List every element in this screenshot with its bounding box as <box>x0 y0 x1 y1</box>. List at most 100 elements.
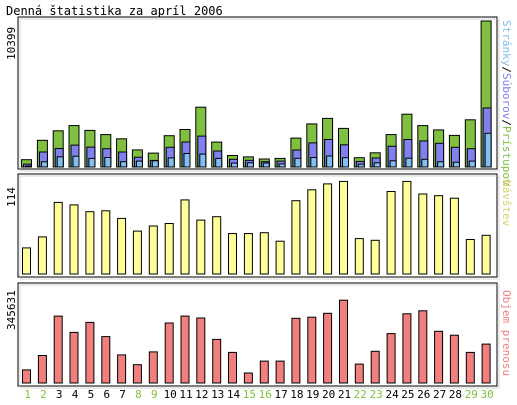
visits-bar <box>449 197 459 275</box>
kbytes-bar <box>69 331 79 384</box>
day-label: 5 <box>88 388 95 401</box>
kbytes-bar <box>370 350 380 384</box>
pages-bar <box>40 161 48 168</box>
kbytes-bar <box>418 310 428 384</box>
visits-bar <box>386 191 396 275</box>
day-label: 28 <box>449 388 462 401</box>
kbytes-bar <box>402 313 412 384</box>
kbytes-bar <box>307 316 317 384</box>
day-label: 25 <box>401 388 414 401</box>
legend-hits: Prístupov <box>500 126 513 186</box>
pages-bar <box>468 160 476 168</box>
day-label: 6 <box>103 388 110 401</box>
pages-bar <box>262 162 270 168</box>
pages-bar <box>278 163 286 168</box>
day-label: 18 <box>290 388 303 401</box>
visits-bar <box>307 189 317 275</box>
visits-bar <box>339 180 348 275</box>
day-label: 13 <box>211 388 224 401</box>
day-label: 7 <box>119 388 126 401</box>
kbytes-bar <box>339 299 348 384</box>
kbytes-bar <box>85 321 95 384</box>
kbytes-bar <box>275 360 285 384</box>
day-label: 11 <box>179 388 192 401</box>
panel-top-frame <box>17 16 498 170</box>
visits-bar <box>481 234 491 275</box>
day-label: 4 <box>72 388 79 401</box>
kbytes-bar <box>449 334 459 384</box>
visits-bar <box>291 200 301 275</box>
visits-bar <box>85 211 95 275</box>
day-label: 2 <box>40 388 47 401</box>
top-max-label: 10399 <box>5 27 18 60</box>
pages-bar <box>405 157 413 168</box>
legend-visits: Návštev <box>500 180 513 227</box>
visits-bar <box>323 183 333 275</box>
pages-bar <box>373 162 381 168</box>
day-label: 23 <box>370 388 383 401</box>
day-label: 15 <box>243 388 256 401</box>
legend-kbytes: Objem prenosu <box>500 290 513 376</box>
day-label: 26 <box>417 388 430 401</box>
visits-bar <box>148 225 158 275</box>
bottom-bars <box>22 299 491 384</box>
visits-bar <box>180 199 190 275</box>
pages-bar <box>484 132 492 168</box>
visits-bar <box>212 216 222 275</box>
day-label: 3 <box>56 388 63 401</box>
pages-bar <box>357 163 365 168</box>
kbytes-bar <box>465 351 475 384</box>
kbytes-bar <box>101 336 111 384</box>
visits-bar <box>101 210 111 275</box>
visits-bar <box>243 233 253 275</box>
pages-bar <box>72 155 80 168</box>
kbytes-bar <box>434 330 444 384</box>
panel-middle-frame <box>17 173 498 278</box>
day-label: 21 <box>338 388 351 401</box>
top-bars <box>21 20 492 168</box>
day-label: 8 <box>135 388 142 401</box>
kbytes-bar <box>243 372 253 384</box>
pages-bar <box>326 155 334 168</box>
kbytes-bar <box>291 317 301 384</box>
kbytes-bar <box>212 338 222 384</box>
day-label: 30 <box>480 388 493 401</box>
visits-bar <box>370 239 380 275</box>
x-axis-day-labels: 1 2 3 4 5 6 7 8 9 10 11 12 13 14 15 16 17 18 19 20 21 22 23 24 2… <box>24 388 494 401</box>
visits-bar <box>275 240 285 275</box>
visits-bar <box>53 201 63 275</box>
kbytes-bar <box>37 355 47 384</box>
pages-bar <box>389 160 397 168</box>
visits-bar <box>164 223 174 275</box>
pages-bar <box>25 165 32 168</box>
legend-pages: Stránky <box>500 20 513 67</box>
kbytes-bar <box>481 343 491 384</box>
kbytes-bar <box>228 351 237 384</box>
day-label: 10 <box>164 388 177 401</box>
day-label: 17 <box>274 388 287 401</box>
top-legend: Stránky/Súborov/Prístupov <box>500 20 513 186</box>
pages-bar <box>199 153 207 168</box>
day-label: 9 <box>151 388 158 401</box>
visits-bar <box>37 236 47 275</box>
pages-bar <box>56 156 64 168</box>
kbytes-bar <box>132 364 142 384</box>
chart-title: Denná štatistika za apríl 2006 <box>6 4 223 18</box>
pages-bar <box>231 162 238 168</box>
kbytes-bar <box>53 315 63 384</box>
visits-bar <box>402 180 412 275</box>
kbytes-bar <box>196 317 206 384</box>
kbytes-bar <box>164 322 174 384</box>
pages-bar <box>452 161 460 168</box>
legend-separator: / <box>500 66 513 73</box>
pages-bar <box>437 161 445 168</box>
kbytes-bar <box>354 363 364 384</box>
visits-bar <box>22 247 31 275</box>
pages-bar <box>151 160 159 168</box>
day-label: 14 <box>227 388 241 401</box>
middle-max-label: 114 <box>5 187 18 207</box>
pages-bar <box>135 160 143 168</box>
pages-bar <box>104 157 112 168</box>
day-label: 24 <box>385 388 399 401</box>
day-label: 19 <box>306 388 319 401</box>
